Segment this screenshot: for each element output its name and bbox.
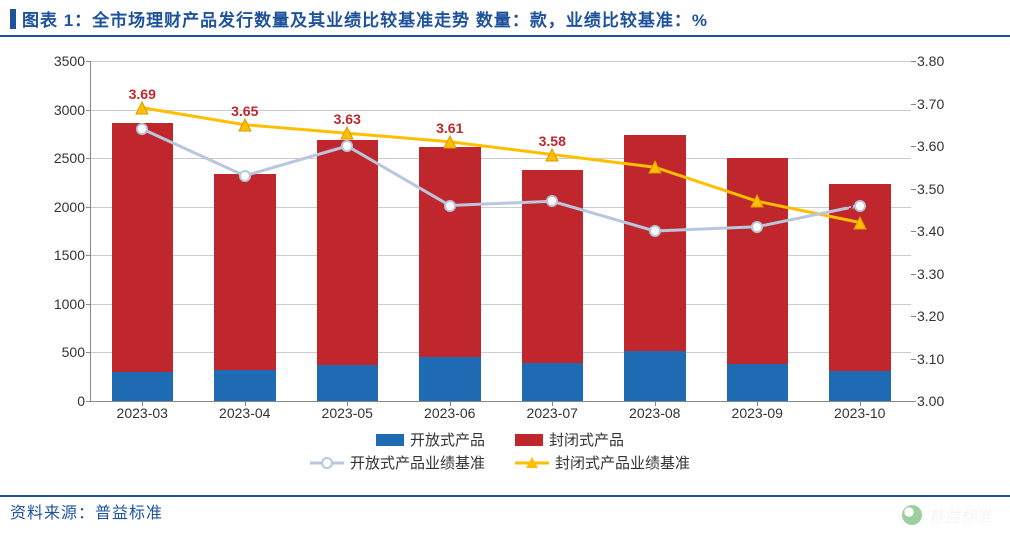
y-axis-left-label: 0 <box>77 393 91 409</box>
open-benchmark-marker <box>750 220 764 234</box>
bar-open <box>522 363 584 401</box>
bar-closed <box>419 147 481 358</box>
legend-item-closed-line: 封闭式产品业绩基准 <box>515 452 690 473</box>
figure-frame: 图表 1：全市场理财产品发行数量及其业绩比较基准走势 数量：款，业绩比较基准：%… <box>0 0 1010 555</box>
y-axis-left-label: 1000 <box>54 296 91 312</box>
legend-item-open-bar: 开放式产品 <box>376 429 485 450</box>
bar-open <box>727 364 789 401</box>
bar-open <box>112 372 174 401</box>
y-axis-left-label: 2000 <box>54 199 91 215</box>
bar-closed <box>317 140 379 365</box>
closed-benchmark-marker <box>134 100 150 116</box>
open-benchmark-data-label: 3.40 <box>641 237 668 253</box>
y-axis-right-label: 3.00 <box>911 393 944 409</box>
x-axis-label: 2023-10 <box>834 401 885 421</box>
y-axis-left-label: 3000 <box>54 102 91 118</box>
legend-item-closed-bar: 封闭式产品 <box>515 429 624 450</box>
x-axis-label: 2023-09 <box>732 401 783 421</box>
x-axis-label: 2023-05 <box>322 401 373 421</box>
open-benchmark-marker <box>340 139 354 153</box>
watermark-text: 普益标准 <box>928 503 992 527</box>
open-benchmark-data-label: 3.46 <box>846 184 873 200</box>
closed-benchmark-data-label: 3.69 <box>129 86 156 102</box>
legend-line-swatch <box>310 456 344 470</box>
open-benchmark-marker <box>135 122 149 136</box>
y-axis-left-label: 1500 <box>54 247 91 263</box>
title-row: 图表 1：全市场理财产品发行数量及其业绩比较基准走势 数量：款，业绩比较基准：% <box>0 0 1010 33</box>
open-benchmark-marker <box>648 224 662 238</box>
source-line: 资料来源：普益标准 <box>0 497 1010 523</box>
y-axis-left-label: 500 <box>62 344 91 360</box>
bar-closed <box>214 174 276 370</box>
open-benchmark-marker <box>545 194 559 208</box>
title-accent-bar <box>10 9 16 29</box>
bar-open <box>624 351 686 402</box>
y-axis-right-label: 3.60 <box>911 138 944 154</box>
closed-benchmark-marker <box>647 159 663 175</box>
x-axis-label: 2023-03 <box>117 401 168 421</box>
open-benchmark-data-label: 3.46 <box>436 212 463 228</box>
x-axis-label: 2023-08 <box>629 401 680 421</box>
title-underline <box>0 35 1010 37</box>
bar-closed <box>112 123 174 372</box>
open-benchmark-data-label: 3.64 <box>129 135 156 151</box>
open-benchmark-data-label: 3.47 <box>539 207 566 223</box>
open-benchmark-data-label: 3.53 <box>231 182 258 198</box>
closed-benchmark-data-label: 3.55 <box>641 145 668 161</box>
closed-benchmark-data-label: 3.65 <box>231 103 258 119</box>
bar-open <box>829 371 891 401</box>
x-axis-label: 2023-07 <box>527 401 578 421</box>
y-axis-right-label: 3.20 <box>911 308 944 324</box>
gridline <box>91 110 911 111</box>
y-axis-right-label: 3.80 <box>911 53 944 69</box>
closed-benchmark-data-label: 3.58 <box>539 133 566 149</box>
legend-label: 封闭式产品 <box>549 429 624 450</box>
gridline <box>91 158 911 159</box>
open-benchmark-data-label: 3.60 <box>334 152 361 168</box>
closed-benchmark-marker <box>237 117 253 133</box>
legend-swatch <box>515 434 543 446</box>
closed-benchmark-marker <box>442 134 458 150</box>
closed-benchmark-data-label: 3.47 <box>744 179 771 195</box>
y-axis-left-label: 2500 <box>54 150 91 166</box>
y-axis-right-label: 3.40 <box>911 223 944 239</box>
open-benchmark-marker <box>443 199 457 213</box>
legend: 开放式产品 封闭式产品开放式产品业绩基准 封闭式产品业绩基准 <box>10 427 990 473</box>
legend-line-swatch <box>515 456 549 470</box>
x-axis-label: 2023-06 <box>424 401 475 421</box>
closed-benchmark-data-label: 3.61 <box>436 120 463 136</box>
wechat-icon <box>902 505 922 525</box>
open-benchmark-marker <box>853 199 867 213</box>
y-axis-left-label: 3500 <box>54 53 91 69</box>
closed-benchmark-marker <box>544 147 560 163</box>
y-axis-right-label: 3.30 <box>911 266 944 282</box>
plot-region: 05001000150020002500300035003.003.103.20… <box>90 61 911 402</box>
y-axis-right-label: 3.50 <box>911 181 944 197</box>
closed-benchmark-data-label: 3.63 <box>334 111 361 127</box>
legend-label: 开放式产品 <box>410 429 485 450</box>
closed-benchmark-marker <box>852 215 868 231</box>
x-axis-label: 2023-04 <box>219 401 270 421</box>
bar-open <box>214 370 276 401</box>
closed-benchmark-marker <box>749 193 765 209</box>
chart-title: 图表 1：全市场理财产品发行数量及其业绩比较基准走势 数量：款，业绩比较基准：% <box>22 6 708 31</box>
gridline <box>91 61 911 62</box>
legend-label: 封闭式产品业绩基准 <box>555 452 690 473</box>
chart-area: 0 500 1000 1500 2000 2500 3000 3500 3.00 3.10 3.20… <box>10 41 990 491</box>
y-axis-right-label: 3.70 <box>911 96 944 112</box>
open-benchmark-data-label: 3.41 <box>744 233 771 249</box>
bar-open <box>317 365 379 401</box>
y-axis-right-label: 3.10 <box>911 351 944 367</box>
legend-swatch <box>376 434 404 446</box>
legend-item-open-line: 开放式产品业绩基准 <box>310 452 485 473</box>
open-benchmark-marker <box>238 169 252 183</box>
bar-open <box>419 357 481 401</box>
legend-label: 开放式产品业绩基准 <box>350 452 485 473</box>
watermark: 普益标准 <box>902 503 992 527</box>
